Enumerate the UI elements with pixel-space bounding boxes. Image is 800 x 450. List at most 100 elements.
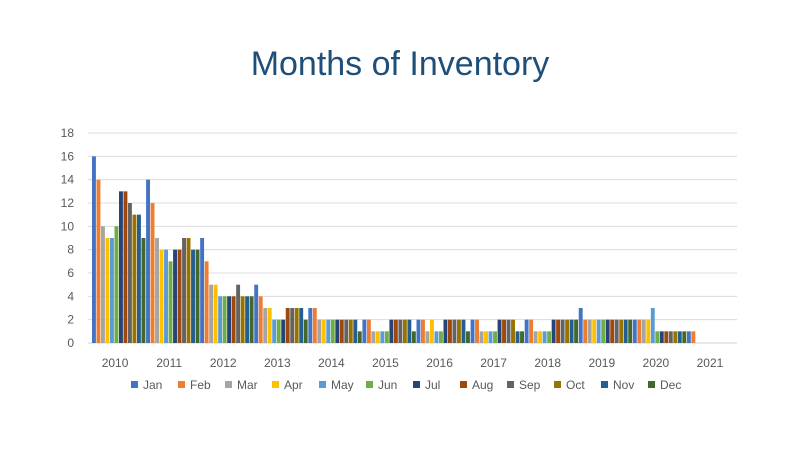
bar-jan-2018 <box>524 319 529 343</box>
legend-swatch-sep <box>507 381 514 388</box>
y-tick-label: 10 <box>61 219 75 233</box>
bar-jul-2017 <box>497 319 502 343</box>
bar-aug-2018 <box>556 319 561 343</box>
bar-mar-2012 <box>209 284 214 343</box>
x-tick-label: 2012 <box>210 356 237 370</box>
bar-jan-2019 <box>578 308 583 343</box>
bar-oct-2010 <box>132 214 137 343</box>
bar-dec-2010 <box>141 238 146 343</box>
bar-jan-2010 <box>92 156 96 343</box>
bar-feb-2014 <box>312 308 317 343</box>
legend-label-oct: Oct <box>566 378 585 392</box>
bar-jul-2012 <box>227 296 232 343</box>
bar-feb-2013 <box>258 296 263 343</box>
bar-nov-2010 <box>137 214 141 343</box>
bar-apr-2019 <box>592 319 597 343</box>
x-tick-label: 2016 <box>426 356 453 370</box>
legend-swatch-may <box>319 381 326 388</box>
bar-sep-2015 <box>398 319 403 343</box>
bar-may-2020 <box>650 308 655 343</box>
legend-swatch-jul <box>413 381 420 388</box>
x-tick-label: 2010 <box>102 356 129 370</box>
bar-dec-2014 <box>357 331 362 343</box>
bar-jan-2021 <box>686 331 691 343</box>
bar-sep-2014 <box>344 319 349 343</box>
bar-jan-2014 <box>308 308 313 343</box>
legend-swatch-mar <box>225 381 232 388</box>
x-tick-label: 2014 <box>318 356 345 370</box>
legend-swatch-jan <box>131 381 138 388</box>
bar-oct-2015 <box>402 319 407 343</box>
bar-nov-2018 <box>569 319 574 343</box>
bar-aug-2012 <box>231 296 236 343</box>
bar-jan-2017 <box>470 319 475 343</box>
bar-sep-2013 <box>290 308 295 343</box>
bar-dec-2020 <box>682 331 687 343</box>
bar-jun-2012 <box>222 296 227 343</box>
bar-oct-2012 <box>240 296 245 343</box>
bar-jun-2017 <box>493 331 497 343</box>
bar-oct-2019 <box>619 319 624 343</box>
bar-nov-2020 <box>677 331 682 343</box>
bar-jun-2019 <box>601 319 606 343</box>
bar-feb-2010 <box>96 179 101 343</box>
bar-mar-2016 <box>425 331 430 343</box>
bar-aug-2010 <box>123 191 128 343</box>
bar-apr-2011 <box>159 249 164 343</box>
bar-nov-2014 <box>353 319 358 343</box>
bar-nov-2011 <box>191 249 195 343</box>
bar-aug-2013 <box>285 308 290 343</box>
bar-jan-2015 <box>362 319 367 343</box>
bar-may-2017 <box>488 331 493 343</box>
bar-feb-2019 <box>583 319 588 343</box>
bar-aug-2016 <box>448 319 452 343</box>
bar-jul-2016 <box>443 319 448 343</box>
bar-mar-2019 <box>587 319 592 343</box>
bar-jul-2015 <box>389 319 394 343</box>
bar-feb-2020 <box>637 319 642 343</box>
bar-sep-2017 <box>506 319 511 343</box>
bar-oct-2020 <box>673 331 678 343</box>
bar-nov-2013 <box>299 308 304 343</box>
bar-jan-2016 <box>416 319 421 343</box>
bar-jan-2012 <box>200 238 205 343</box>
bar-jul-2011 <box>173 249 177 343</box>
bar-mar-2015 <box>371 331 376 343</box>
bar-jun-2016 <box>439 331 443 343</box>
bar-nov-2012 <box>245 296 250 343</box>
legend-swatch-jun <box>366 381 373 388</box>
bar-jun-2013 <box>276 319 281 343</box>
bar-may-2011 <box>164 249 168 343</box>
bar-jan-2020 <box>632 319 637 343</box>
bar-may-2013 <box>272 319 277 343</box>
y-tick-label: 12 <box>61 196 75 210</box>
x-tick-label: 2015 <box>372 356 399 370</box>
bar-feb-2016 <box>421 319 425 343</box>
bar-mar-2020 <box>641 319 646 343</box>
legend-label-jan: Jan <box>143 378 162 392</box>
legend-swatch-dec <box>648 381 655 388</box>
bar-oct-2016 <box>457 319 461 343</box>
bar-dec-2013 <box>303 319 308 343</box>
x-tick-label: 2019 <box>588 356 615 370</box>
bar-dec-2012 <box>249 296 254 343</box>
bar-apr-2018 <box>538 331 543 343</box>
bar-dec-2018 <box>574 319 579 343</box>
legend-label-aug: Aug <box>472 378 493 392</box>
bar-may-2010 <box>110 238 114 343</box>
bar-may-2014 <box>326 319 331 343</box>
legend-label-nov: Nov <box>613 378 634 392</box>
bar-sep-2011 <box>182 238 186 343</box>
bar-jul-2010 <box>119 191 123 343</box>
bar-jun-2015 <box>384 331 389 343</box>
bar-dec-2016 <box>466 331 470 343</box>
bar-oct-2018 <box>565 319 570 343</box>
bar-mar-2014 <box>317 319 322 343</box>
x-tick-label: 2021 <box>697 356 724 370</box>
bar-sep-2020 <box>668 331 673 343</box>
bar-nov-2016 <box>461 319 466 343</box>
bar-jul-2019 <box>605 319 610 343</box>
bar-apr-2012 <box>213 284 218 343</box>
